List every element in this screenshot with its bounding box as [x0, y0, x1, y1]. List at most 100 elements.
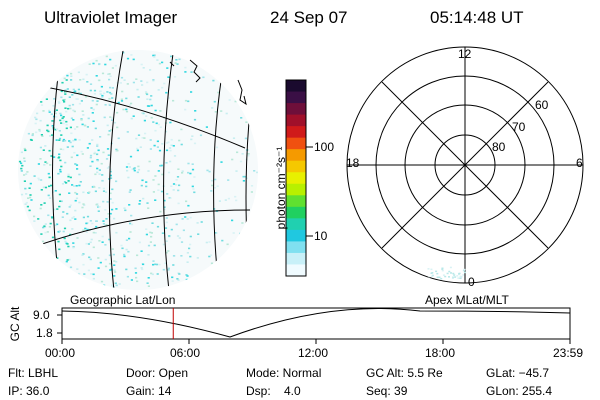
gc-alt-axis-label: GC Alt: [8, 306, 22, 342]
emission-dot: [65, 91, 68, 93]
emission-dot: [62, 116, 65, 118]
emission-dot: [161, 143, 164, 145]
emission-dot: [62, 211, 65, 213]
emission-dot: [98, 173, 101, 175]
emission-dot: [108, 97, 111, 100]
emission-dot: [20, 167, 23, 170]
emission-dot: [89, 258, 92, 261]
emission-dot: [81, 110, 84, 112]
emission-dot: [40, 189, 43, 191]
emission-dot: [89, 241, 92, 244]
emission-dot: [64, 89, 67, 91]
emission-dot: [47, 214, 50, 217]
emission-dot: [98, 169, 101, 171]
emission-dot: [456, 275, 459, 277]
x-tick-2359: 23:59: [553, 346, 584, 360]
polar-label-0: 0: [468, 275, 475, 289]
emission-dot: [158, 263, 161, 266]
emission-dot: [161, 61, 164, 64]
emission-dot: [99, 93, 102, 95]
emission-dot: [173, 76, 177, 78]
emission-dot: [153, 56, 156, 58]
emission-dot: [96, 145, 99, 147]
emission-dot: [43, 225, 46, 227]
emission-dot: [101, 241, 104, 243]
emission-dot: [211, 107, 214, 109]
emission-dot: [100, 280, 104, 283]
emission-dot: [96, 171, 99, 174]
emission-dot: [153, 144, 156, 147]
emission-dot: [74, 199, 77, 202]
emission-dot: [108, 238, 111, 241]
emission-dot: [440, 277, 443, 280]
emission-dot: [113, 260, 116, 262]
geographic-label: Geographic Lat/Lon: [70, 293, 176, 307]
emission-dot: [23, 147, 26, 150]
colorbar-tick-100: 100: [314, 140, 335, 154]
emission-dot: [133, 167, 136, 169]
emission-dot: [127, 176, 130, 179]
emission-dot: [72, 242, 75, 244]
emission-dot: [213, 100, 216, 103]
emission-dot: [58, 130, 61, 132]
emission-dot: [67, 245, 70, 248]
emission-dot: [84, 227, 87, 230]
emission-dot: [55, 139, 58, 141]
emission-dot: [145, 185, 148, 188]
emission-dot: [108, 178, 111, 180]
emission-dot: [205, 126, 208, 128]
colorbar-cell: [286, 137, 306, 150]
emission-dot: [23, 180, 26, 182]
emission-dot: [160, 190, 164, 193]
emission-dot: [185, 274, 188, 276]
emission-dot: [79, 92, 82, 95]
emission-dot: [60, 165, 63, 168]
emission-dot: [166, 193, 169, 195]
emission-dot: [115, 260, 118, 263]
emission-dot: [104, 191, 108, 193]
emission-dot: [38, 128, 41, 131]
emission-dot: [78, 201, 81, 204]
emission-dot: [111, 117, 114, 119]
geographic-image: [18, 50, 258, 290]
emission-dot: [40, 204, 43, 206]
emission-dot: [66, 243, 69, 245]
emission-dot: [157, 123, 160, 126]
emission-dot: [140, 80, 143, 82]
emission-dot: [97, 267, 100, 269]
emission-dot: [170, 55, 173, 58]
emission-dot: [76, 154, 79, 157]
emission-dot: [93, 151, 97, 154]
emission-dot: [90, 107, 93, 109]
emission-dot: [111, 87, 114, 89]
emission-dot: [56, 257, 59, 259]
emission-dot: [59, 170, 62, 173]
emission-dot: [62, 148, 65, 151]
emission-dot: [154, 199, 157, 201]
emission-dot: [159, 164, 162, 167]
mode-info: Mode: Normal: [246, 366, 322, 380]
emission-dot: [438, 276, 441, 278]
emission-dot: [106, 201, 109, 203]
emission-dot: [24, 203, 27, 205]
emission-dot: [50, 216, 54, 218]
emission-dot: [103, 92, 106, 95]
emission-dot: [149, 139, 152, 141]
emission-dot: [178, 273, 181, 275]
emission-dot: [136, 88, 139, 91]
emission-dot: [141, 84, 144, 86]
emission-dot: [164, 130, 168, 133]
emission-dot: [140, 184, 143, 187]
emission-dot: [36, 112, 39, 115]
emission-dot: [27, 132, 30, 135]
emission-dot: [81, 206, 84, 209]
emission-dot: [109, 75, 112, 77]
emission-dot: [193, 176, 196, 178]
emission-dot: [83, 204, 86, 206]
emission-dot: [193, 191, 196, 194]
emission-dot: [47, 130, 50, 133]
emission-dot: [126, 131, 129, 133]
emission-dot: [23, 157, 26, 160]
emission-dot: [137, 168, 141, 171]
